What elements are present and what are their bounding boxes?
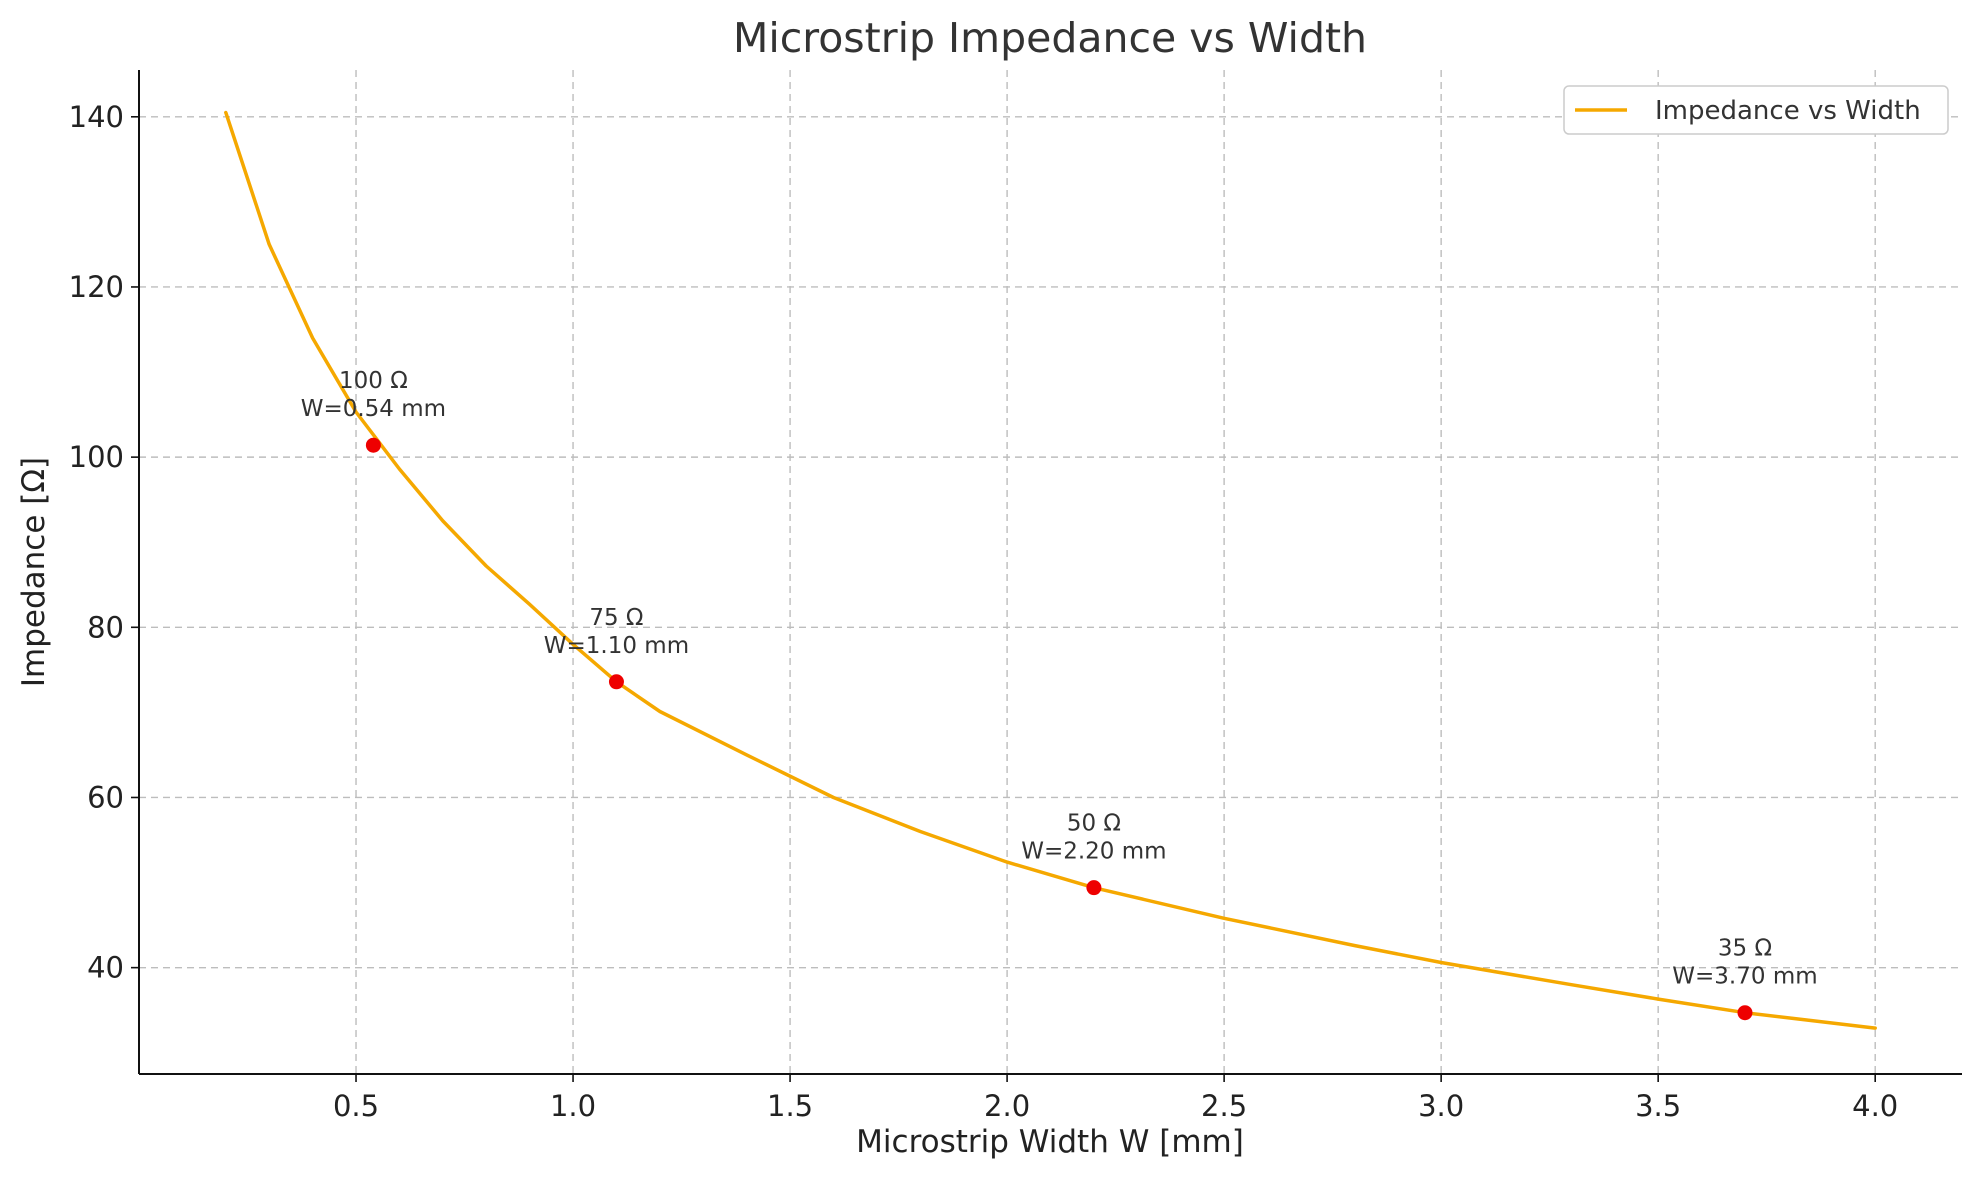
annotation-impedance: 100 Ω [339, 368, 408, 394]
x-axis-label: Microstrip Width W [mm] [856, 1124, 1244, 1160]
legend-label: Impedance vs Width [1655, 96, 1921, 126]
annotation-impedance: 35 Ω [1718, 936, 1772, 962]
chart-title: Microstrip Impedance vs Width [733, 14, 1367, 62]
legend: Impedance vs Width [1563, 85, 1949, 135]
annotation-impedance: 75 Ω [589, 605, 643, 631]
marker-layer [365, 437, 1753, 1021]
x-tick-label: 3.0 [1418, 1089, 1464, 1123]
y-tick-label: 60 [87, 780, 124, 814]
y-tick-label: 80 [87, 610, 124, 644]
x-axis-ticks: 0.5 1.0 1.5 2.0 2.5 3.0 3.5 4.0 [333, 1074, 1898, 1123]
x-tick-label: 0.5 [333, 1089, 379, 1123]
annotation-width: W=1.10 mm [544, 633, 689, 659]
impedance-marker [608, 674, 624, 690]
y-tick-label: 100 [69, 440, 124, 474]
annotation-impedance: 50 Ω [1067, 811, 1121, 837]
axes [138, 70, 1962, 1075]
series-layer [224, 110, 1877, 1030]
x-tick-label: 1.0 [550, 1089, 596, 1123]
annotation-width: W=2.20 mm [1021, 839, 1166, 865]
x-tick-label: 1.5 [767, 1089, 813, 1123]
x-tick-label: 4.0 [1852, 1089, 1898, 1123]
y-axis-label: Impedance [Ω] [16, 457, 52, 687]
annotation-layer: 100 ΩW=0.54 mm 75 ΩW=1.10 mm 50 ΩW=2.20 mm… [301, 368, 1818, 990]
annotation-width: W=3.70 mm [1672, 964, 1817, 990]
y-tick-label: 40 [87, 951, 124, 985]
annotation-width: W=0.54 mm [301, 396, 446, 422]
y-tick-label: 140 [69, 100, 124, 134]
impedance-marker [1086, 880, 1102, 896]
impedance-curve [224, 110, 1877, 1030]
legend-box [1563, 85, 1949, 135]
impedance-marker [365, 437, 381, 453]
y-tick-label: 120 [69, 270, 124, 304]
grid [139, 70, 1962, 1074]
x-tick-label: 3.5 [1635, 1089, 1681, 1123]
x-tick-label: 2.5 [1201, 1089, 1247, 1123]
impedance-marker [1737, 1005, 1753, 1021]
y-axis-ticks: 40 60 80 100 120 140 [69, 100, 139, 985]
x-tick-label: 2.0 [984, 1089, 1030, 1123]
